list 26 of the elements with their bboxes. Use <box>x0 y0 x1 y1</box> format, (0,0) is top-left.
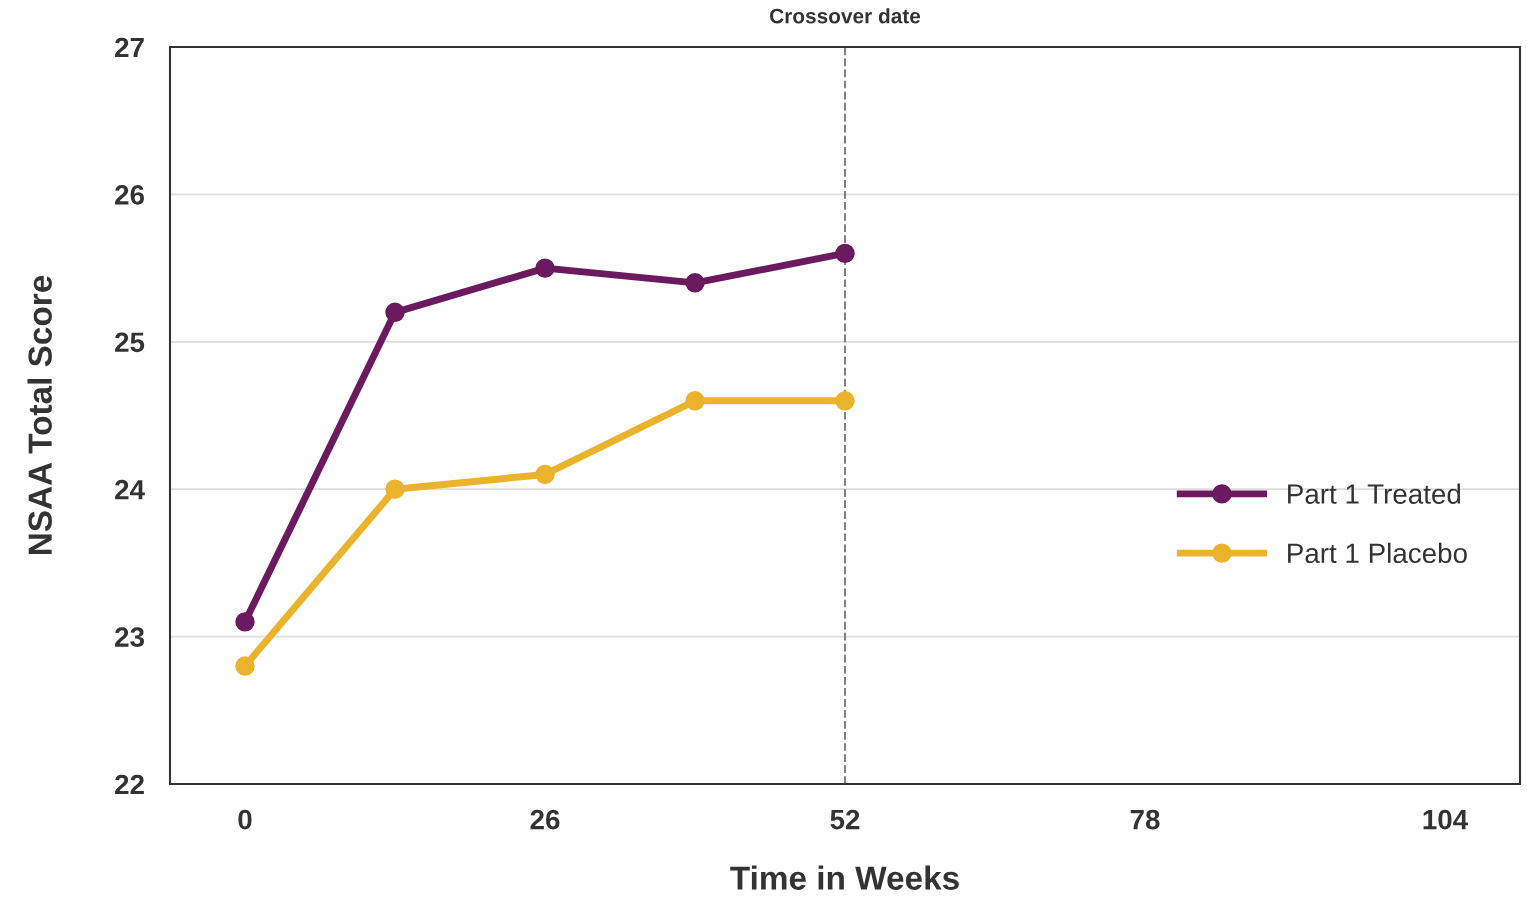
x-tick-label: 0 <box>238 809 252 830</box>
x-tick-label: 104 <box>1423 809 1469 830</box>
y-axis-title: NSAA Total Score <box>27 275 52 555</box>
y-tick-label: 27 <box>115 37 144 58</box>
y-tick-label: 22 <box>115 774 144 795</box>
point <box>835 243 855 264</box>
point <box>835 391 855 411</box>
legend-label: Part 1 Placebo <box>1288 542 1467 564</box>
x-axis-title: Time in Weeks <box>730 865 959 890</box>
point <box>685 273 705 293</box>
point <box>685 391 705 411</box>
point <box>385 302 405 323</box>
ref-line-label: Crossover date <box>770 8 921 24</box>
y-tick-label: 26 <box>115 185 144 205</box>
x-tick-label: 26 <box>530 809 560 830</box>
x-tick-label: 78 <box>1130 809 1160 830</box>
point <box>385 479 405 499</box>
y-tick-label: 25 <box>115 332 145 353</box>
point <box>535 464 555 485</box>
x-tick-label: 52 <box>830 809 860 830</box>
point <box>235 612 255 632</box>
legend-label: Part 1 Treated <box>1288 483 1461 504</box>
y-tick-label: 23 <box>115 627 144 647</box>
y-tick-label: 24 <box>115 479 145 500</box>
point <box>235 656 255 676</box>
point <box>535 258 555 278</box>
